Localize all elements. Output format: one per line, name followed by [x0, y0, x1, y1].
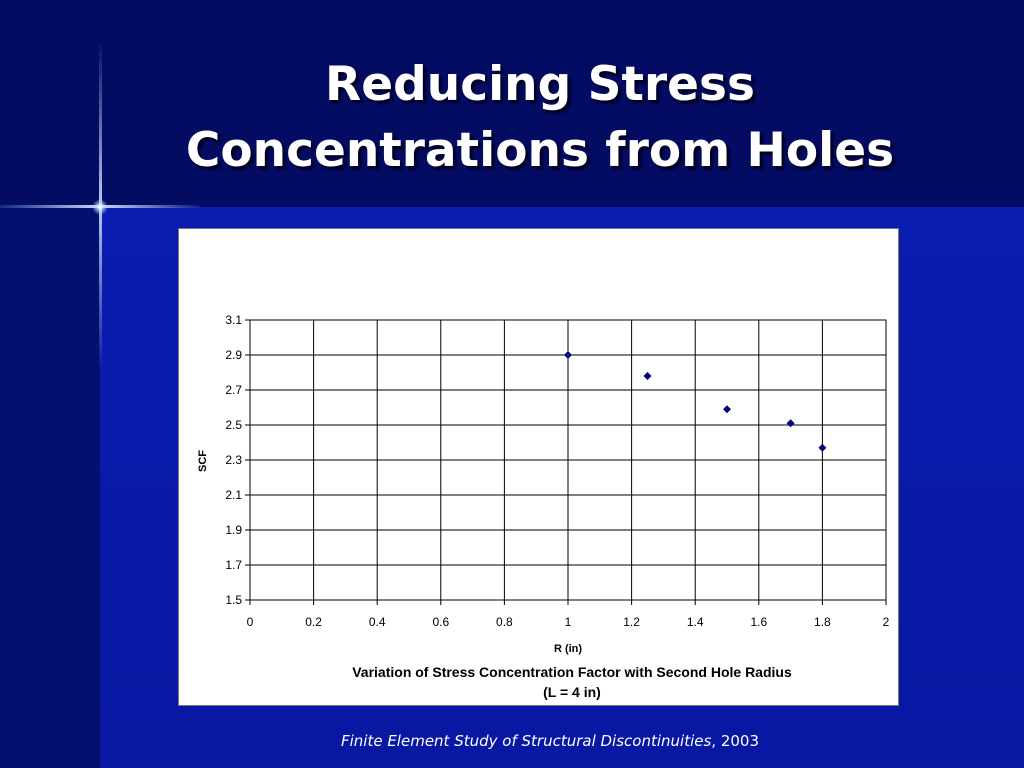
x-tick-label: 1.6 — [750, 615, 767, 629]
x-tick-label: 1.8 — [814, 615, 831, 629]
x-tick-label: 0 — [247, 615, 254, 629]
light-flare-core — [92, 199, 108, 215]
x-tick-label: 1 — [565, 615, 572, 629]
x-tick-label: 0.8 — [496, 615, 513, 629]
background-title-band — [0, 0, 1024, 207]
y-tick-label: 2.9 — [225, 348, 242, 362]
y-tick-label: 2.7 — [225, 383, 242, 397]
data-point — [643, 372, 652, 380]
y-tick-label: 2.1 — [225, 488, 242, 502]
caption-source-title: Finite Element Study of Structural Disco… — [340, 732, 712, 750]
x-tick-label: 1.2 — [623, 615, 640, 629]
x-axis-label: R (in) — [554, 643, 582, 655]
chart-title-line1: Variation of Stress Concentration Factor… — [352, 664, 792, 680]
x-tick-label: 0.2 — [305, 615, 322, 629]
y-tick-label: 1.7 — [225, 558, 242, 572]
x-tick-label: 0.6 — [432, 615, 449, 629]
slide-title: Reducing Stress Concentrations from Hole… — [110, 52, 970, 184]
data-point — [723, 405, 731, 414]
y-tick-label: 1.5 — [225, 593, 242, 607]
y-tick-label: 3.1 — [225, 313, 242, 327]
source-caption: Finite Element Study of Structural Disco… — [0, 732, 1024, 750]
y-tick-labels: 1.5 1.7 1.9 2.1 2.3 2.5 2.7 2.9 3.1 — [225, 313, 242, 607]
x-tick-label: 2 — [883, 615, 890, 629]
y-tick-label: 1.9 — [225, 523, 242, 537]
x-tick-label: 0.4 — [369, 615, 386, 629]
data-point — [786, 419, 795, 428]
y-tick-label: 2.5 — [225, 418, 242, 432]
y-axis-label: SCF — [197, 450, 209, 472]
x-tick-labels: 0 0.2 0.4 0.6 0.8 1 1.2 1.4 1.6 1.8 2 — [247, 615, 890, 629]
y-tick-label: 2.3 — [225, 453, 242, 467]
data-points — [564, 351, 827, 452]
scatter-chart: 1.5 1.7 1.9 2.1 2.3 2.5 2.7 2.9 3.1 0 0.2 0.4 0.6 0.… — [197, 313, 890, 700]
data-point — [818, 443, 827, 452]
slide-title-line2: Concentrations from Holes — [185, 123, 895, 178]
slide-title-line1: Reducing Stress — [325, 57, 755, 112]
chart-title-line2: (L = 4 in) — [543, 684, 601, 700]
chart-grid — [245, 319, 887, 605]
plot-area-border — [249, 319, 887, 601]
x-tick-label: 1.4 — [687, 615, 704, 629]
caption-year: , 2003 — [711, 732, 760, 750]
data-point — [564, 351, 572, 359]
chart-panel: 1.5 1.7 1.9 2.1 2.3 2.5 2.7 2.9 3.1 0 0.2 0.4 0.6 0.… — [178, 228, 899, 706]
